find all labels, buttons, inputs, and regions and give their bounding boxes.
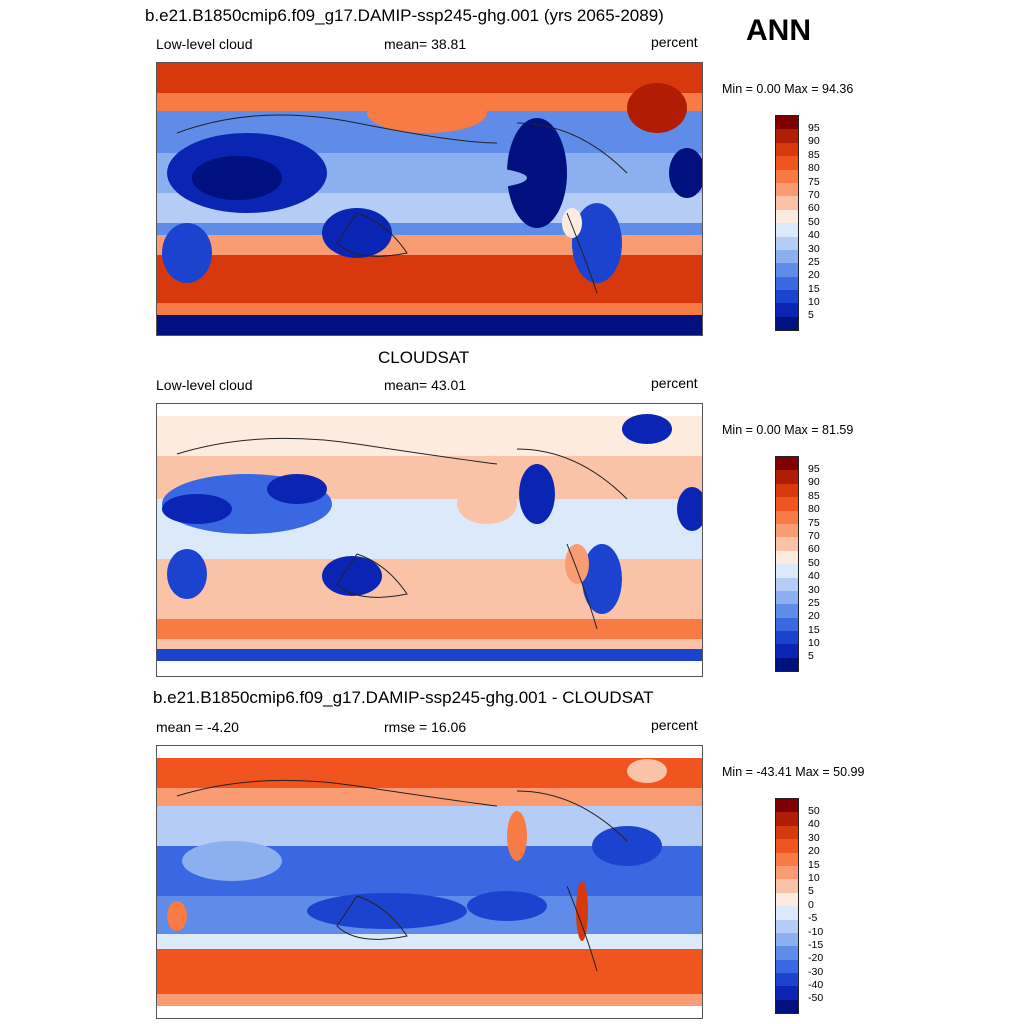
panel3-mean-label: mean = -4.20 — [156, 719, 239, 735]
panel3-colorbar — [775, 798, 799, 1015]
season-label: ANN — [746, 14, 811, 47]
panel1-map — [156, 62, 703, 336]
panel1-colorbar-labels: 95 90 85 80 75 70 60 50 40 30 25 20 15 10 5 — [808, 122, 820, 322]
panel1-title: b.e21.B1850cmip6.f09_g17.DAMIP-ssp245-gh… — [145, 6, 664, 25]
panel3-units-label: percent — [651, 717, 698, 733]
panel2-variable-label: Low-level cloud — [156, 377, 253, 393]
panel2-mean-label: mean= 43.01 — [384, 377, 467, 393]
panel3-rmse-label: rmse = 16.06 — [384, 719, 467, 735]
panel2-title: CLOUDSAT — [378, 348, 470, 367]
panel2-colorbar — [775, 456, 799, 673]
panel1-colorbar — [775, 115, 799, 332]
panel3-title: b.e21.B1850cmip6.f09_g17.DAMIP-ssp245-gh… — [153, 688, 654, 707]
panel3-minmax: Min = -43.41 Max = 50.99 — [722, 765, 865, 779]
panel2-map — [156, 403, 703, 677]
panel1-minmax: Min = 0.00 Max = 94.36 — [722, 82, 854, 96]
panel2-units-label: percent — [651, 375, 698, 391]
panel1-units-label: percent — [651, 34, 698, 50]
panel1-mean-label: mean= 38.81 — [384, 36, 467, 52]
panel1-variable-label: Low-level cloud — [156, 36, 253, 52]
panel3-map — [156, 745, 703, 1019]
panel2-minmax: Min = 0.00 Max = 81.59 — [722, 423, 854, 437]
panel2-colorbar-labels: 95 90 85 80 75 70 60 50 40 30 25 20 15 10 5 — [808, 463, 820, 663]
